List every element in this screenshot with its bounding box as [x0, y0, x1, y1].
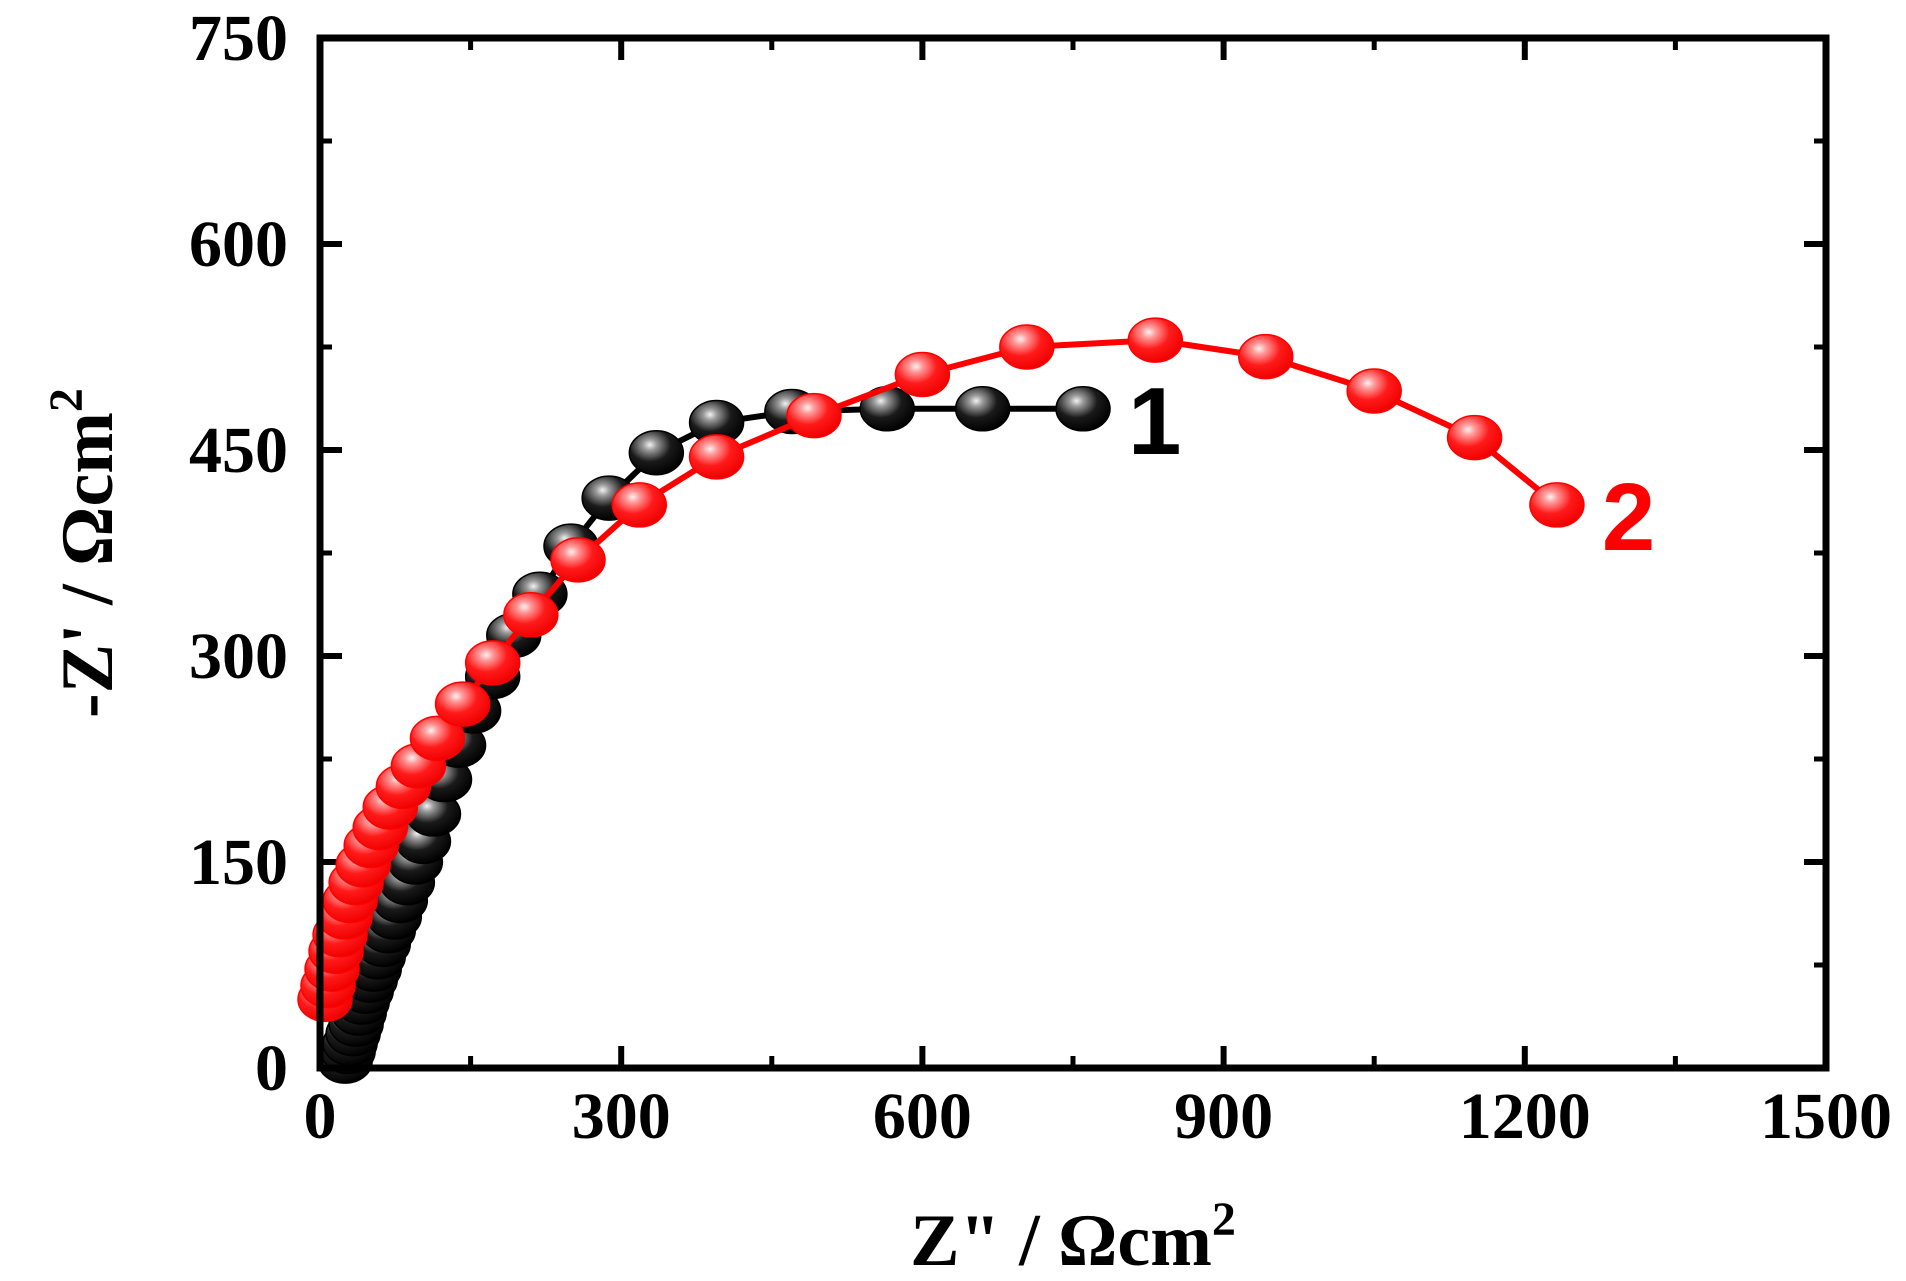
- plot-frame: [316, 34, 1830, 1072]
- x-tick-label: 1500: [1760, 1080, 1892, 1153]
- series-2-point: [1446, 414, 1503, 461]
- series-2-point: [503, 592, 559, 638]
- x-axis-title-main: Z" / Ωcm: [910, 1200, 1212, 1281]
- tick-labels: 0 300 600 900 1200 1500 0 150 300 450 600 750: [189, 2, 1892, 1153]
- series-label-2: 2: [1602, 464, 1655, 571]
- series-1-point: [628, 429, 685, 476]
- x-tick-label: 600: [873, 1080, 972, 1153]
- y-axis-title-sup: 2: [40, 388, 93, 412]
- series-layer: [297, 317, 1585, 1084]
- y-axis-title: -Z' / Ωcm2: [40, 388, 129, 718]
- series-2-point: [1238, 333, 1294, 380]
- y-tick-label: 600: [189, 208, 288, 281]
- y-tick-label: 750: [189, 2, 288, 75]
- series-label-1: 1: [1128, 368, 1181, 475]
- series-2-point: [1346, 368, 1402, 414]
- y-tick-label: 450: [189, 414, 288, 487]
- x-tick-label: 300: [572, 1080, 671, 1153]
- y-tick-label: 300: [189, 620, 288, 693]
- series-2-point: [1529, 482, 1585, 528]
- y-tick-label: 150: [189, 826, 288, 899]
- series-2-point: [611, 482, 668, 528]
- x-axis-title: Z" / Ωcm2: [910, 1193, 1236, 1281]
- series-2-point: [1127, 317, 1184, 363]
- x-tick-label: 900: [1174, 1080, 1273, 1153]
- series-2-point: [550, 537, 606, 583]
- series-1-point: [954, 386, 1011, 432]
- series-1-point: [1055, 386, 1111, 432]
- series-2-point: [894, 351, 951, 398]
- x-axis-title-sup: 2: [1212, 1193, 1236, 1246]
- series-2-point: [999, 324, 1055, 370]
- x-tick-label: 1200: [1459, 1080, 1591, 1153]
- series-2-point: [786, 392, 842, 439]
- series-2-point: [688, 434, 745, 480]
- y-tick-label: 0: [255, 1032, 288, 1105]
- series-2-point: [434, 681, 491, 727]
- y-axis-title-main: -Z' / Ωcm: [47, 412, 129, 718]
- x-tick-label: 0: [304, 1080, 337, 1153]
- series-annotations: 12: [1128, 368, 1655, 571]
- series-2: [297, 317, 1585, 1023]
- series-2-point: [464, 640, 521, 686]
- series-1: [317, 386, 1111, 1084]
- series-2-point: [409, 715, 466, 762]
